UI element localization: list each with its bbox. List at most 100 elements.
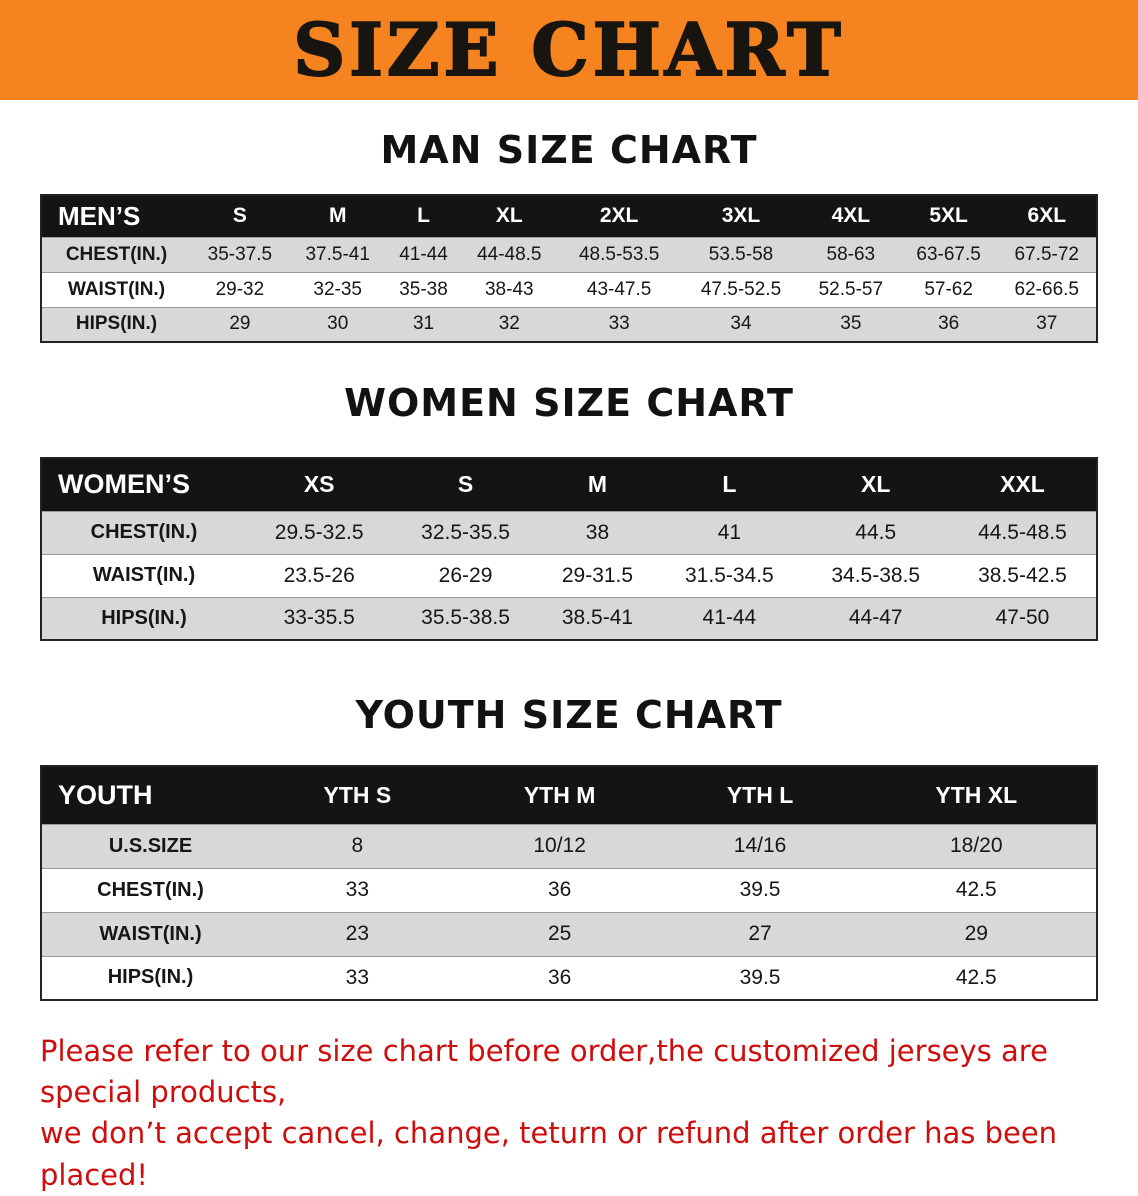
women-size-table: WOMEN’S XS S M L XL XXL CHEST(IN.) 29.5-… bbox=[40, 457, 1098, 641]
women-table-head: WOMEN’S XS S M L XL XXL bbox=[41, 458, 1097, 511]
size-cell: 8 bbox=[351, 834, 364, 857]
women-table-body: CHEST(IN.) 29.5-32.5 32.5-35.5 38 41 44.… bbox=[41, 511, 1097, 640]
size-col-header: XL bbox=[861, 471, 891, 498]
size-cell: 14/16 bbox=[733, 834, 787, 857]
size-cell: 47.5-52.5 bbox=[700, 278, 782, 300]
size-col-header: XL bbox=[495, 204, 523, 228]
size-cell: 29-32 bbox=[215, 278, 265, 300]
size-cell: 23 bbox=[345, 922, 370, 945]
table-corner-label: WOMEN’S bbox=[58, 469, 190, 500]
table-header-row: YOUTH YTH S YTH M YTH L YTH XL bbox=[41, 766, 1097, 824]
size-cell: 38.5-42.5 bbox=[978, 563, 1067, 587]
size-cell: 57-62 bbox=[924, 278, 973, 300]
size-cell: 26-29 bbox=[438, 563, 493, 587]
size-cell: 35.5-38.5 bbox=[421, 606, 510, 630]
size-cell: 41-44 bbox=[702, 606, 757, 630]
table-row: HIPS(IN.) 33 36 39.5 42.5 bbox=[41, 956, 1097, 1000]
size-cell: 43-47.5 bbox=[586, 278, 652, 300]
row-label: WAIST(IN.) bbox=[92, 564, 196, 586]
size-cell: 44.5-48.5 bbox=[978, 520, 1067, 544]
note-line-2: we don’t accept cancel, change, teturn o… bbox=[40, 1116, 1058, 1192]
men-section: MAN SIZE CHART MEN’S S M L XL 2XL 3XL 4X… bbox=[0, 128, 1138, 343]
table-row: U.S.SIZE 8 10/12 14/16 18/20 bbox=[41, 824, 1097, 868]
size-col-header: XS bbox=[303, 471, 335, 498]
table-row: WAIST(IN.) 29-32 32-35 35-38 38-43 43-47… bbox=[41, 272, 1097, 307]
size-col-header: 3XL bbox=[721, 204, 761, 228]
size-cell: 47-50 bbox=[995, 606, 1050, 630]
size-cell: 32 bbox=[498, 313, 520, 335]
size-cell: 27 bbox=[748, 922, 772, 945]
size-col-header: 6XL bbox=[1027, 204, 1067, 228]
women-section: WOMEN SIZE CHART WOMEN’S XS S M L XL XXL… bbox=[0, 381, 1138, 641]
men-size-table: MEN’S S M L XL 2XL 3XL 4XL 5XL 6XL CHEST… bbox=[40, 194, 1098, 343]
size-cell: 31.5-34.5 bbox=[685, 563, 774, 587]
men-section-heading: MAN SIZE CHART bbox=[380, 128, 758, 172]
table-row: WAIST(IN.) 23 25 27 29 bbox=[41, 912, 1097, 956]
table-corner-label: MEN’S bbox=[58, 200, 141, 231]
table-corner-label: YOUTH bbox=[58, 779, 153, 810]
size-col-header: YTH L bbox=[726, 781, 794, 808]
size-cell: 67.5-72 bbox=[1014, 243, 1079, 265]
row-label: HIPS(IN.) bbox=[101, 606, 187, 629]
size-cell: 41 bbox=[717, 520, 742, 544]
row-label: CHEST(IN.) bbox=[65, 243, 168, 265]
page-title: SIZE CHART bbox=[292, 7, 845, 92]
size-col-header: 4XL bbox=[831, 204, 871, 228]
disclaimer-note: Please refer to our size chart before or… bbox=[0, 1031, 1138, 1196]
size-col-header: XXL bbox=[1000, 471, 1045, 498]
row-label: WAIST(IN.) bbox=[67, 278, 166, 300]
table-row: CHEST(IN.) 35-37.5 37.5-41 41-44 44-48.5… bbox=[41, 237, 1097, 272]
size-cell: 33 bbox=[345, 965, 370, 989]
size-col-header: L bbox=[722, 471, 737, 498]
size-cell: 10/12 bbox=[533, 834, 586, 857]
size-cell: 33 bbox=[345, 878, 370, 901]
table-row: HIPS(IN.) 33-35.5 35.5-38.5 38.5-41 41-4… bbox=[41, 597, 1097, 640]
table-header-row: MEN’S S M L XL 2XL 3XL 4XL 5XL 6XL bbox=[41, 195, 1097, 237]
size-cell: 34 bbox=[730, 313, 752, 335]
youth-size-table: YOUTH YTH S YTH M YTH L YTH XL U.S.SIZE … bbox=[40, 765, 1098, 1001]
table-row: WAIST(IN.) 23.5-26 26-29 29-31.5 31.5-34… bbox=[41, 554, 1097, 597]
table-row: CHEST(IN.) 33 36 39.5 42.5 bbox=[41, 868, 1097, 912]
size-col-header: YTH S bbox=[323, 781, 392, 808]
youth-table-body: U.S.SIZE 8 10/12 14/16 18/20 CHEST(IN.) … bbox=[41, 824, 1097, 1000]
size-cell: 39.5 bbox=[739, 965, 781, 989]
size-cell: 42.5 bbox=[955, 965, 997, 989]
row-label: CHEST(IN.) bbox=[97, 878, 204, 901]
size-cell: 36 bbox=[547, 878, 572, 901]
youth-table-head: YOUTH YTH S YTH M YTH L YTH XL bbox=[41, 766, 1097, 824]
size-col-header: 2XL bbox=[599, 204, 639, 228]
size-cell: 29.5-32.5 bbox=[274, 520, 364, 544]
size-cell: 33 bbox=[608, 313, 630, 335]
youth-section-heading: YOUTH SIZE CHART bbox=[355, 693, 783, 737]
row-label: WAIST(IN.) bbox=[99, 922, 202, 945]
size-cell: 62-66.5 bbox=[1014, 278, 1079, 300]
size-col-header: YTH M bbox=[523, 781, 596, 808]
size-cell: 36 bbox=[547, 965, 572, 989]
size-col-header: M bbox=[587, 471, 608, 498]
size-cell: 23.5-26 bbox=[283, 563, 355, 587]
size-col-header: S bbox=[232, 204, 247, 228]
size-cell: 52.5-57 bbox=[818, 278, 884, 300]
size-cell: 63-67.5 bbox=[916, 243, 981, 265]
size-cell: 29 bbox=[229, 313, 251, 335]
size-cell: 58-63 bbox=[826, 243, 876, 265]
table-header-row: WOMEN’S XS S M L XL XXL bbox=[41, 458, 1097, 511]
size-cell: 35 bbox=[840, 313, 862, 335]
size-cell: 32-35 bbox=[313, 278, 363, 300]
size-cell: 32.5-35.5 bbox=[421, 520, 510, 544]
size-col-header: M bbox=[328, 204, 347, 228]
men-table-head: MEN’S S M L XL 2XL 3XL 4XL 5XL 6XL bbox=[41, 195, 1097, 237]
size-col-header: L bbox=[417, 204, 430, 228]
size-cell: 44-48.5 bbox=[477, 243, 542, 265]
size-cell: 44.5 bbox=[855, 520, 897, 544]
size-cell: 35-37.5 bbox=[207, 243, 273, 265]
women-section-heading: WOMEN SIZE CHART bbox=[344, 381, 794, 425]
banner: SIZE CHART bbox=[0, 0, 1138, 100]
size-cell: 29 bbox=[964, 922, 988, 945]
size-cell: 37 bbox=[1036, 313, 1058, 335]
size-cell: 18/20 bbox=[949, 834, 1003, 857]
size-col-header: S bbox=[457, 471, 474, 498]
youth-section: YOUTH SIZE CHART YOUTH YTH S YTH M YTH L… bbox=[0, 693, 1138, 1001]
row-label: U.S.SIZE bbox=[108, 834, 193, 857]
